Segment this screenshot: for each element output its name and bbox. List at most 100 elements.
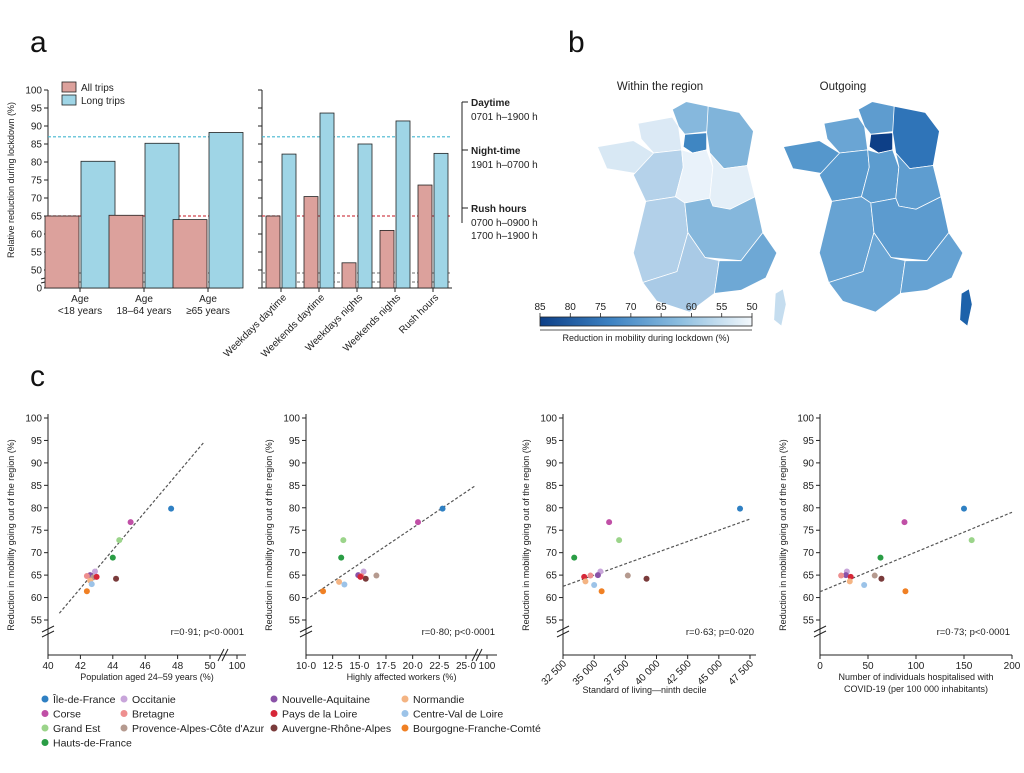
panel-a-bar-charts: All trips Long trips Relative reduction du… (6, 81, 538, 360)
scatter-ytick-label: 60 (803, 593, 815, 604)
data-point-provence-alpes-cote-d-azur (624, 572, 631, 579)
data-point-corse (415, 519, 421, 526)
data-point-occitanie (360, 568, 367, 575)
scatter-ytick-label: 80 (289, 503, 301, 514)
panel-a-ytick-label-6: 70 (31, 194, 43, 205)
scatter-ytick-label: 65 (289, 571, 301, 582)
legend-marker (270, 724, 278, 732)
axis-break-mark (221, 648, 229, 662)
scatter-xtick-label: 35 000 (571, 658, 601, 688)
scatter-ytick-label: 90 (803, 458, 815, 469)
axis-break-mark (471, 648, 479, 662)
data-point-centre-val-de-loire (341, 581, 348, 588)
data-point-ile-de-france (961, 505, 967, 512)
axis-break-mark (475, 648, 483, 662)
scatter-xtick-label: 20·0 (403, 661, 423, 672)
bar-all-trips (108, 214, 144, 289)
annotation-line: 1901 h–0700 h (471, 160, 538, 171)
scatter-xtick-label: 200 (1004, 661, 1021, 672)
scatter-xtick-label: 100 (479, 661, 496, 672)
data-point-bourgogne-franche-comte (902, 588, 909, 595)
panel-a-ytick-label-0: 100 (25, 86, 42, 97)
data-point-ile-de-france (168, 505, 175, 512)
legend-region-label: Hauts-de-France (53, 738, 132, 750)
map-region--le-de-france (682, 132, 708, 154)
map-region-provence-alpes-c-te-d-azur (713, 231, 778, 294)
data-point-centre-val-de-loire (591, 581, 598, 588)
data-point-grand-est (340, 537, 347, 544)
bar-long-trips (433, 152, 449, 289)
panel-a-ytick-label-5: 75 (31, 176, 43, 187)
correlation-annotation: r=0·80; p<0·0001 (422, 627, 495, 638)
scatter-x-axis-label: Population aged 24–59 years (%) (80, 672, 214, 682)
colorbar-tick-label: 55 (716, 302, 728, 313)
scatter-ytick-label: 100 (797, 414, 814, 425)
bar-all-trips (417, 184, 433, 289)
legend-swatch-long-trips (61, 94, 77, 106)
legend-region-label: Pays de la Loire (282, 709, 357, 721)
scatter-ytick-label: 85 (546, 481, 558, 492)
scatter-xtick-label: 25·0 (456, 661, 476, 672)
colorbar-label: Reduction in mobility during lockdown (%… (562, 333, 729, 343)
legend-region-label: Bourgogne-Franche-Comté (413, 723, 541, 735)
scatter-ytick-label: 70 (803, 548, 815, 559)
scatter-ytick-label: 100 (540, 414, 557, 425)
trend-line (58, 442, 204, 614)
legend-region-label: Île-de-France (52, 693, 116, 706)
legend-region-label: Occitanie (132, 694, 176, 706)
data-point-ile-de-france (737, 505, 744, 512)
legend-marker (41, 739, 49, 746)
axis-break-mark (813, 625, 827, 633)
data-point-centre-val-de-loire (88, 581, 95, 588)
map-region-corse (773, 288, 787, 327)
panel-a-ytick-label-2: 90 (31, 122, 43, 133)
panel-a-ytick-label-9: 55 (31, 248, 43, 259)
legend-region-label: Normandie (413, 694, 465, 706)
scatter-ytick-label: 60 (289, 593, 301, 604)
scatter-xtick-label: 10·0 (296, 661, 316, 672)
legend-region-label: Nouvelle-Aquitaine (282, 694, 370, 706)
colorbar-tick-label: 75 (595, 302, 607, 313)
panel-c-scatter-plots: 100 95 90 85 80 75 70 65 60 55 Reduction in mobili… (6, 414, 1021, 696)
data-point-bourgogne-franche-comte (598, 588, 605, 595)
scatter-ytick-label: 85 (289, 481, 301, 492)
scatter-ytick-label: 80 (31, 503, 43, 514)
scatter-ytick-label: 65 (803, 571, 815, 582)
scatter-x-axis-label: Number of individuals hospitalised with (838, 672, 993, 682)
data-point-bourgogne-franche-comte (83, 588, 90, 595)
map-outgoing (782, 101, 973, 327)
panel-a-ytick-label-4: 80 (31, 158, 43, 169)
map-region-corse (959, 288, 973, 327)
bar-all-trips (44, 215, 80, 289)
data-point-provence-alpes-cote-d-azur (373, 572, 380, 579)
data-point-auvergne-rhone-alpes (362, 575, 369, 582)
scatter-ytick-label: 55 (31, 616, 43, 627)
data-point-bretagne (83, 573, 90, 580)
scatter-xtick-label: 40 (42, 661, 54, 672)
scatter-xtick-label: 45 000 (696, 658, 726, 688)
map-title: Within the region (617, 81, 703, 93)
legend-marker (120, 710, 128, 717)
legend-marker (120, 695, 128, 703)
scatter-ytick-label: 75 (803, 526, 815, 537)
category-label: ≥65 years (186, 306, 230, 317)
bar-long-trips (357, 143, 373, 289)
data-point-hauts-de-france (338, 554, 345, 561)
panel-a-ytick-label-1: 95 (31, 104, 43, 115)
scatter-ytick-label: 85 (803, 481, 815, 492)
scatter-ytick-label: 65 (31, 571, 43, 582)
map-within-region (596, 101, 787, 327)
legend-label-long-trips: Long trips (81, 96, 125, 107)
data-point-normandie (582, 578, 589, 585)
data-point-auvergne-rhone-alpes (113, 575, 120, 582)
colorbar-tick-label: 65 (656, 302, 668, 313)
scatter-ytick-label: 95 (289, 436, 301, 447)
data-point-pays-de-la-loire (93, 573, 100, 580)
data-point-hauts-de-france (571, 554, 578, 561)
bar-all-trips (379, 229, 395, 289)
scatter-xtick-label: 50 (862, 661, 874, 672)
bar-long-trips (319, 112, 335, 289)
data-point-auvergne-rhone-alpes (878, 575, 885, 582)
legend-marker (41, 724, 49, 732)
scatter-xtick-label: 15·0 (349, 661, 369, 672)
